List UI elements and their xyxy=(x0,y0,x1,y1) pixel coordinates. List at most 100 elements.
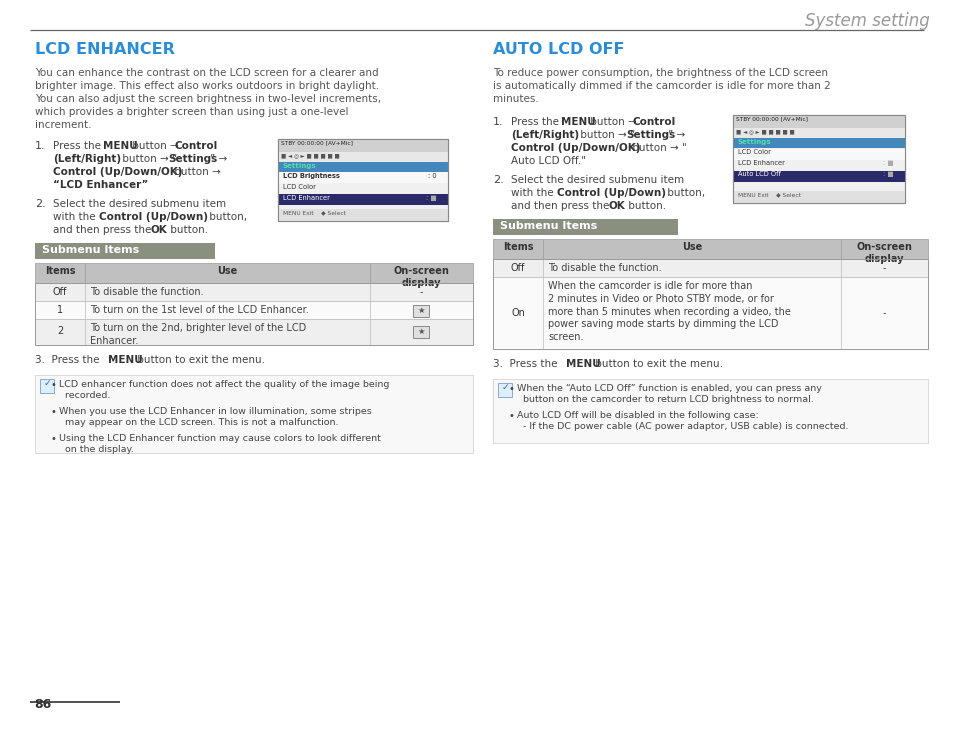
Bar xyxy=(277,209,448,221)
Bar xyxy=(277,194,448,205)
Text: (Left/Right): (Left/Right) xyxy=(53,154,121,164)
Text: To reduce power consumption, the brightness of the LCD screen: To reduce power consumption, the brightn… xyxy=(493,68,827,78)
Text: MENU Exit    ◆ Select: MENU Exit ◆ Select xyxy=(738,192,800,197)
Text: button →: button → xyxy=(171,167,220,177)
Text: Control: Control xyxy=(174,141,218,151)
Bar xyxy=(35,301,473,319)
Bar xyxy=(277,139,448,221)
Text: button,: button, xyxy=(663,188,704,198)
Text: You can enhance the contrast on the LCD screen for a clearer and: You can enhance the contrast on the LCD … xyxy=(35,68,378,78)
Text: -: - xyxy=(882,263,885,273)
Text: System setting: System setting xyxy=(804,12,929,30)
Text: brighter image. This effect also works outdoors in bright daylight.: brighter image. This effect also works o… xyxy=(35,81,378,91)
Bar xyxy=(413,326,429,338)
Text: Control (Up/Down/OK): Control (Up/Down/OK) xyxy=(53,167,182,177)
Text: Auto LCD Off will be disabled in the following case:
  - If the DC power cable (: Auto LCD Off will be disabled in the fol… xyxy=(517,411,847,431)
Bar xyxy=(732,115,904,128)
Bar xyxy=(732,191,904,203)
Bar xyxy=(732,115,904,203)
Text: button.: button. xyxy=(167,225,208,235)
Text: On: On xyxy=(511,308,524,318)
Text: ★: ★ xyxy=(417,327,425,336)
Bar xyxy=(413,305,429,317)
Text: Control (Up/Down): Control (Up/Down) xyxy=(99,212,208,222)
Text: LCD Enhancer: LCD Enhancer xyxy=(283,195,330,201)
Text: STBY 00:00:00 [AV+Mic]: STBY 00:00:00 [AV+Mic] xyxy=(735,116,807,121)
Text: MENU: MENU xyxy=(565,359,600,369)
Text: LCD Color: LCD Color xyxy=(283,184,315,190)
Bar xyxy=(35,319,473,345)
Text: ■ ◄ ◎ ► ■ ■ ■ ■ ■: ■ ◄ ◎ ► ■ ■ ■ ■ ■ xyxy=(735,129,794,134)
Text: STBY 00:00:00 [AV+Mic]: STBY 00:00:00 [AV+Mic] xyxy=(281,140,353,145)
Text: MENU: MENU xyxy=(560,117,595,127)
Text: is automatically dimmed if the camcorder is idle for more than 2: is automatically dimmed if the camcorder… xyxy=(493,81,830,91)
Text: On-screen
display: On-screen display xyxy=(856,242,911,264)
Text: (Left/Right): (Left/Right) xyxy=(511,130,578,140)
Text: ” →: ” → xyxy=(667,130,684,140)
Text: ” →: ” → xyxy=(210,154,227,164)
Text: Items: Items xyxy=(502,242,533,252)
Text: 3.  Press the: 3. Press the xyxy=(35,355,103,365)
Text: minutes.: minutes. xyxy=(493,94,538,104)
Bar xyxy=(493,239,927,259)
Text: 2.: 2. xyxy=(35,199,46,209)
Text: button.: button. xyxy=(624,201,665,211)
Bar xyxy=(35,283,473,301)
Text: OK: OK xyxy=(151,225,168,235)
Text: with the: with the xyxy=(511,188,557,198)
Bar xyxy=(277,139,448,152)
Bar xyxy=(493,277,927,349)
Bar xyxy=(277,162,448,172)
Text: 1: 1 xyxy=(57,305,63,315)
Text: Settings: Settings xyxy=(625,130,675,140)
Bar xyxy=(493,219,678,235)
Text: Use: Use xyxy=(217,266,237,276)
Text: Use: Use xyxy=(681,242,701,252)
Text: and then press the: and then press the xyxy=(511,201,612,211)
Text: which provides a brighter screen than using just a one-level: which provides a brighter screen than us… xyxy=(35,107,348,117)
Text: button →: button → xyxy=(586,117,639,127)
Text: Press the: Press the xyxy=(511,117,561,127)
Text: ✓: ✓ xyxy=(500,383,508,392)
Bar xyxy=(277,183,448,194)
Text: Control (Up/Down): Control (Up/Down) xyxy=(557,188,665,198)
Text: •: • xyxy=(51,407,60,417)
Bar xyxy=(277,139,448,221)
Text: Select the desired submenu item: Select the desired submenu item xyxy=(53,199,226,209)
Bar xyxy=(35,375,473,453)
Text: : ■: : ■ xyxy=(882,160,893,166)
Text: MENU: MENU xyxy=(103,141,137,151)
Text: -: - xyxy=(882,308,885,318)
Text: LCD Color: LCD Color xyxy=(738,149,770,155)
Text: : ■: : ■ xyxy=(426,195,436,201)
Bar xyxy=(493,259,927,349)
Text: Press the: Press the xyxy=(53,141,104,151)
Text: Select the desired submenu item: Select the desired submenu item xyxy=(511,175,683,185)
Text: •: • xyxy=(509,411,517,421)
Text: -: - xyxy=(419,287,423,297)
Text: ✓: ✓ xyxy=(43,379,51,388)
Text: button → “: button → “ xyxy=(119,154,177,164)
Text: 2: 2 xyxy=(57,326,63,336)
Bar xyxy=(493,379,927,443)
Text: Auto LCD Off.": Auto LCD Off." xyxy=(511,156,585,166)
Text: When the camcorder is idle for more than
2 minutes in Video or Photo STBY mode, : When the camcorder is idle for more than… xyxy=(547,281,790,342)
Text: Items: Items xyxy=(45,266,75,276)
Bar xyxy=(40,379,54,393)
Text: You can also adjust the screen brightness in two-level increments,: You can also adjust the screen brightnes… xyxy=(35,94,381,104)
Text: Settings: Settings xyxy=(168,154,217,164)
Bar xyxy=(277,172,448,183)
Text: button,: button, xyxy=(206,212,247,222)
Bar xyxy=(497,383,512,397)
Bar xyxy=(732,149,904,160)
Text: button →: button → xyxy=(129,141,182,151)
Bar xyxy=(732,138,904,148)
Bar xyxy=(732,171,904,182)
Text: 86: 86 xyxy=(34,698,51,711)
Text: LCD ENHANCER: LCD ENHANCER xyxy=(35,42,174,57)
Text: Control (Up/Down/OK): Control (Up/Down/OK) xyxy=(511,143,639,153)
Text: : ■: : ■ xyxy=(882,171,893,177)
Text: : 0: : 0 xyxy=(428,173,436,179)
Text: LCD Brightness: LCD Brightness xyxy=(283,173,339,179)
Text: Off: Off xyxy=(510,263,525,273)
